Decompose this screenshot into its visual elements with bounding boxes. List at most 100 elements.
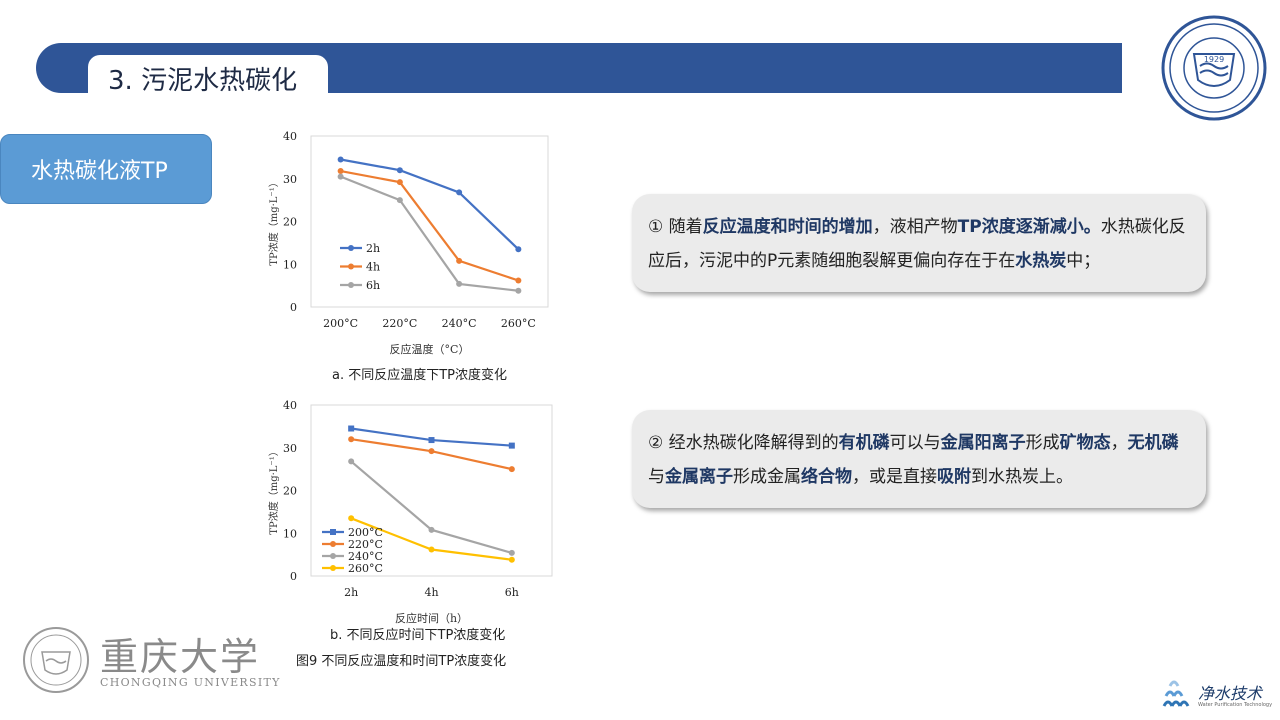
x-tick-label: 240°C xyxy=(442,317,477,330)
y-tick-label: 30 xyxy=(283,442,297,455)
university-seal-icon xyxy=(23,627,89,693)
x-tick-label: 2h xyxy=(344,586,358,599)
data-point xyxy=(396,179,403,186)
data-point xyxy=(508,556,515,563)
legend-label: 6h xyxy=(366,279,380,292)
callout-text: ，液相产物 xyxy=(872,217,958,237)
x-axis-label: 反应温度（°C） xyxy=(390,342,470,356)
data-point xyxy=(337,168,344,175)
callout-2: ② 经水热碳化降解得到的有机磷可以与金属阳离子形成矿物态，无机磷与金属离子形成金… xyxy=(632,410,1206,508)
callout-text: ① 随着 xyxy=(648,217,703,237)
y-tick-label: 20 xyxy=(283,485,297,498)
legend-marker xyxy=(330,529,336,535)
university-logo: 1929 xyxy=(1161,15,1267,121)
data-point xyxy=(508,466,515,473)
x-axis-label: 反应时间（h） xyxy=(395,611,468,625)
legend-label: 4h xyxy=(366,261,380,274)
callout-text: 形成金属 xyxy=(733,467,801,487)
callout-highlight: TP浓度逐渐减小。 xyxy=(957,217,1101,237)
data-point xyxy=(348,458,355,465)
callout-highlight: 水热炭 xyxy=(1015,251,1067,271)
y-axis-label: TP浓度（mg·L⁻¹） xyxy=(267,446,280,534)
legend-marker xyxy=(330,565,336,571)
chart-a-svg: 0 10 20 30 40 200°C 220°C 240°C 260°C 反应温度（°C） TP浓… xyxy=(267,130,549,356)
callout-text: 中； xyxy=(1066,251,1101,271)
y-tick-label: 10 xyxy=(283,527,297,540)
data-point xyxy=(348,436,355,443)
y-tick-label: 30 xyxy=(283,173,297,186)
side-topic-button[interactable]: 水热碳化液TP xyxy=(0,134,212,204)
legend-label: 240°C xyxy=(348,550,383,563)
page-title: 3. 污泥水热碳化 xyxy=(108,66,298,96)
legend-label: 220°C xyxy=(348,538,383,551)
figure-caption: 图9 不同反应温度和时间TP浓度变化 xyxy=(296,654,507,669)
data-point xyxy=(348,425,355,432)
plot-area xyxy=(310,404,553,577)
callout-highlight: 反应温度和时间的增加 xyxy=(702,217,873,237)
y-tick-label: 10 xyxy=(283,258,297,271)
chart-a: 0 10 20 30 40 200°C 220°C 240°C 260°C 反应温度（°C） TP浓… xyxy=(262,126,562,358)
data-point xyxy=(428,546,435,553)
brand-subtitle: Water Purification Technology xyxy=(1198,702,1273,708)
data-point xyxy=(396,167,403,174)
callout-highlight: 金属阳离子 xyxy=(940,433,1026,453)
callout-highlight: 无机磷 xyxy=(1127,433,1179,453)
data-point xyxy=(337,173,344,180)
data-point xyxy=(456,189,463,196)
chart-b-caption: b. 不同反应时间下TP浓度变化 xyxy=(330,628,506,643)
callout-highlight: 络合物 xyxy=(801,467,852,487)
x-tick-label: 4h xyxy=(424,586,438,599)
data-point xyxy=(456,257,463,264)
logo-year: 1929 xyxy=(1204,55,1224,64)
legend-marker xyxy=(330,553,336,559)
y-tick-label: 0 xyxy=(290,570,297,583)
callout-text: 与 xyxy=(648,467,665,487)
callout-text: 形成 xyxy=(1025,433,1060,453)
chart-b: 0 10 20 30 40 2h 4h 6h 反应时间（h） TP浓度（mg·L⁻¹） 200°C 2… xyxy=(262,396,562,625)
legend-marker xyxy=(348,245,354,251)
legend-marker xyxy=(330,541,336,547)
y-tick-label: 40 xyxy=(283,399,297,412)
title-tab xyxy=(88,55,328,103)
y-tick-label: 20 xyxy=(283,216,297,229)
y-tick-label: 0 xyxy=(290,301,297,314)
series-line xyxy=(340,158,520,251)
series-line xyxy=(340,169,519,282)
data-point xyxy=(515,246,522,253)
data-point xyxy=(396,197,403,204)
callout-highlight: 矿物态 xyxy=(1059,433,1111,453)
data-point xyxy=(348,515,355,522)
legend-label: 260°C xyxy=(348,562,383,575)
callout-text: 可以与 xyxy=(889,433,941,453)
university-footer-logo: 重庆大学 CHONGQING UNIVERSITY xyxy=(22,626,279,694)
legend-marker xyxy=(348,282,354,288)
data-point xyxy=(428,437,435,444)
y-tick-label: 40 xyxy=(283,130,297,143)
series-line xyxy=(340,175,519,292)
x-tick-label: 6h xyxy=(505,586,519,599)
x-tick-label: 220°C xyxy=(382,317,417,330)
chart-a-caption: a. 不同反应温度下TP浓度变化 xyxy=(332,368,508,383)
callout-highlight: 有机磷 xyxy=(838,433,890,453)
side-topic-label: 水热碳化液TP xyxy=(31,159,168,184)
brand-logo: 净水技术 Water Purification Technology xyxy=(1158,676,1278,716)
university-name-cn: 重庆大学 xyxy=(100,635,261,679)
y-axis-label: TP浓度（mg·L⁻¹） xyxy=(267,177,280,265)
x-tick-label: 200°C xyxy=(323,317,358,330)
water-drop-icon xyxy=(1162,680,1190,707)
data-point xyxy=(508,549,515,556)
plot-area xyxy=(310,135,549,308)
data-point xyxy=(508,442,515,449)
callout-text: 到水热炭上。 xyxy=(971,467,1073,487)
data-point xyxy=(515,277,522,284)
x-tick-label: 260°C xyxy=(501,317,536,330)
data-point xyxy=(428,526,435,533)
legend-label: 200°C xyxy=(348,526,383,539)
brand-name: 净水技术 xyxy=(1198,684,1263,703)
data-point xyxy=(456,280,463,287)
callout-highlight: 吸附 xyxy=(937,467,971,487)
callout-text: ， xyxy=(1110,433,1128,453)
callout-text: ② 经水热碳化降解得到的 xyxy=(648,433,839,453)
data-point xyxy=(337,156,344,163)
